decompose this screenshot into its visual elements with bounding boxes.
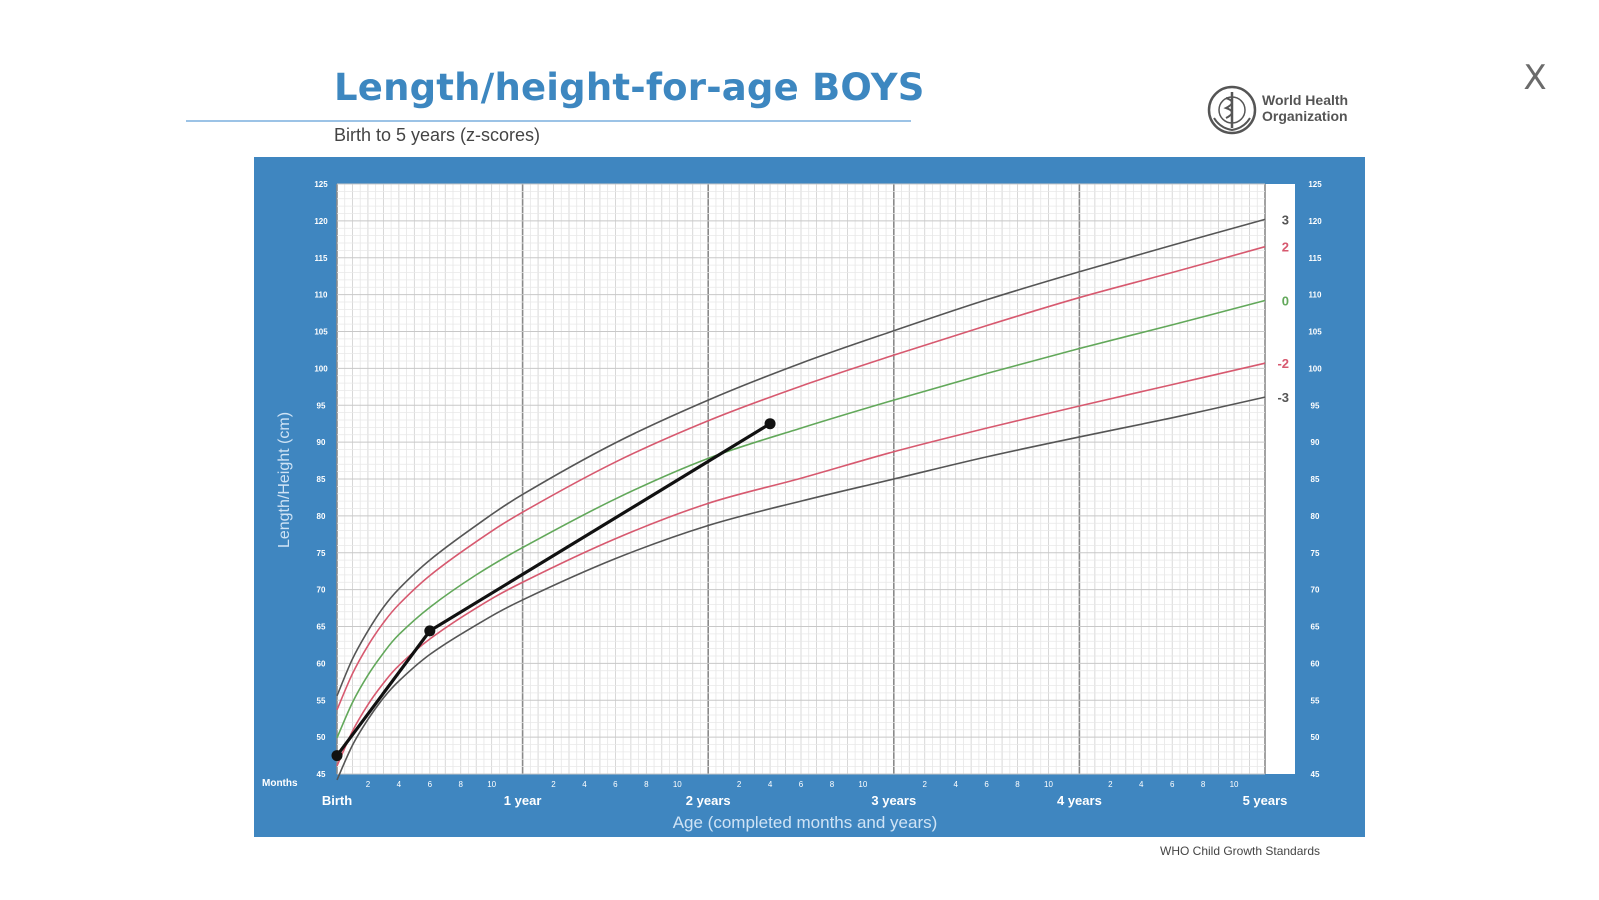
z-curve-0 [336, 299, 1266, 739]
x-month-label: 4 [582, 780, 587, 789]
y-tick-label-right: 75 [1311, 549, 1320, 558]
x-tick-label: 5 years [1243, 793, 1288, 808]
z-curve--3 [336, 396, 1266, 781]
months-row-label: Months [262, 778, 298, 789]
y-tick-label-left: 115 [315, 254, 328, 263]
z-curve-label: 2 [1282, 240, 1289, 255]
chart-title: Length/height-for-age BOYS [334, 66, 925, 109]
grid [336, 183, 1266, 775]
y-tick-label-left: 120 [314, 217, 328, 226]
x-month-label: 4 [397, 780, 402, 789]
x-month-label: 2 [1108, 780, 1113, 789]
y-tick-label-right: 45 [1311, 770, 1320, 779]
x-month-label: 6 [1170, 780, 1175, 789]
y-tick-label-left: 55 [317, 696, 326, 705]
y-tick-label-left: 105 [314, 328, 328, 337]
y-tick-label-left: 125 [314, 180, 328, 189]
x-month-label: 4 [768, 780, 773, 789]
x-month-label: 4 [1139, 780, 1144, 789]
x-tick-label: 2 years [686, 793, 731, 808]
who-name: World Health Organization [1262, 92, 1372, 124]
y-tick-label-right: 110 [1309, 291, 1322, 300]
x-month-label: 6 [984, 780, 989, 789]
who-logo: World Health Organization [1206, 84, 1366, 136]
y-tick-label-left: 80 [317, 512, 326, 521]
x-month-label: 8 [644, 780, 649, 789]
x-month-label: 8 [459, 780, 464, 789]
x-month-label: 2 [551, 780, 556, 789]
x-axis-label: Age (completed months and years) [673, 813, 938, 832]
who-emblem-icon [1207, 85, 1257, 135]
x-month-label: 2 [366, 780, 371, 789]
y-tick-label-left: 70 [317, 586, 326, 595]
x-month-label: 10 [487, 780, 496, 789]
who-name-line1: World Health [1262, 92, 1349, 108]
y-tick-label-right: 90 [1311, 438, 1320, 447]
y-tick-label-right: 65 [1311, 623, 1320, 632]
x-tick-label: 3 years [871, 793, 916, 808]
x-tick-label: 4 years [1057, 793, 1102, 808]
y-tick-label-left: 100 [314, 364, 328, 373]
z-curve-label: -3 [1277, 390, 1289, 405]
x-month-label: 2 [923, 780, 928, 789]
x-month-label: 10 [858, 780, 867, 789]
y-tick-label-left: 85 [317, 475, 326, 484]
child-measurement-point [424, 625, 436, 637]
child-measurement-point [331, 750, 343, 762]
y-tick-label-right: 115 [1309, 254, 1322, 263]
x-month-label: 8 [830, 780, 835, 789]
y-tick-label-right: 60 [1311, 659, 1320, 668]
child-measurements [331, 418, 776, 762]
title-underline [186, 120, 911, 122]
z-curve-label: -2 [1277, 356, 1289, 371]
y-tick-label-right: 70 [1311, 586, 1320, 595]
chart-subtitle: Birth to 5 years (z-scores) [334, 125, 541, 145]
y-tick-label-right: 50 [1311, 733, 1320, 742]
z-curve-label: 3 [1282, 212, 1289, 227]
x-month-label: 10 [1044, 780, 1053, 789]
source-note: WHO Child Growth Standards [1160, 844, 1321, 858]
y-tick-label-right: 80 [1311, 512, 1320, 521]
x-tick-label: Birth [322, 793, 352, 808]
y-tick-label-left: 60 [317, 659, 326, 668]
z-curve-2 [336, 245, 1266, 711]
x-month-label: 6 [799, 780, 804, 789]
z-curve--2 [336, 362, 1266, 767]
close-button[interactable]: X [1523, 58, 1547, 98]
y-axis-label: Length/Height (cm) [276, 412, 293, 548]
y-tick-label-right: 55 [1311, 696, 1320, 705]
child-measurement-point [764, 418, 776, 430]
z-curve-label: 0 [1282, 294, 1289, 309]
y-tick-label-right: 120 [1308, 217, 1322, 226]
y-tick-label-left: 45 [317, 770, 326, 779]
y-tick-label-left: 90 [317, 438, 326, 447]
x-month-label: 4 [953, 780, 958, 789]
y-tick-label-left: 50 [317, 733, 326, 742]
x-month-label: 2 [737, 780, 742, 789]
y-tick-label-right: 105 [1308, 328, 1322, 337]
x-month-label: 6 [428, 780, 433, 789]
y-tick-label-right: 95 [1311, 401, 1320, 410]
y-tick-label-left: 65 [317, 623, 326, 632]
x-tick-label: 1 year [504, 793, 542, 808]
x-month-label: 8 [1015, 780, 1020, 789]
y-tick-label-right: 125 [1308, 180, 1322, 189]
y-tick-label-left: 95 [317, 401, 326, 410]
x-month-label: 10 [673, 780, 682, 789]
y-tick-label-right: 100 [1308, 364, 1322, 373]
y-tick-label-right: 85 [1311, 475, 1320, 484]
y-tick-label-left: 75 [317, 549, 326, 558]
z-curve-3 [336, 218, 1266, 697]
x-month-label: 10 [1230, 780, 1239, 789]
who-name-line2: Organization [1262, 108, 1348, 124]
z-score-curves: 3 2 0 -2 -3 [336, 212, 1289, 781]
x-month-label: 8 [1201, 780, 1206, 789]
y-tick-label-left: 110 [315, 291, 328, 300]
x-month-label: 6 [613, 780, 618, 789]
